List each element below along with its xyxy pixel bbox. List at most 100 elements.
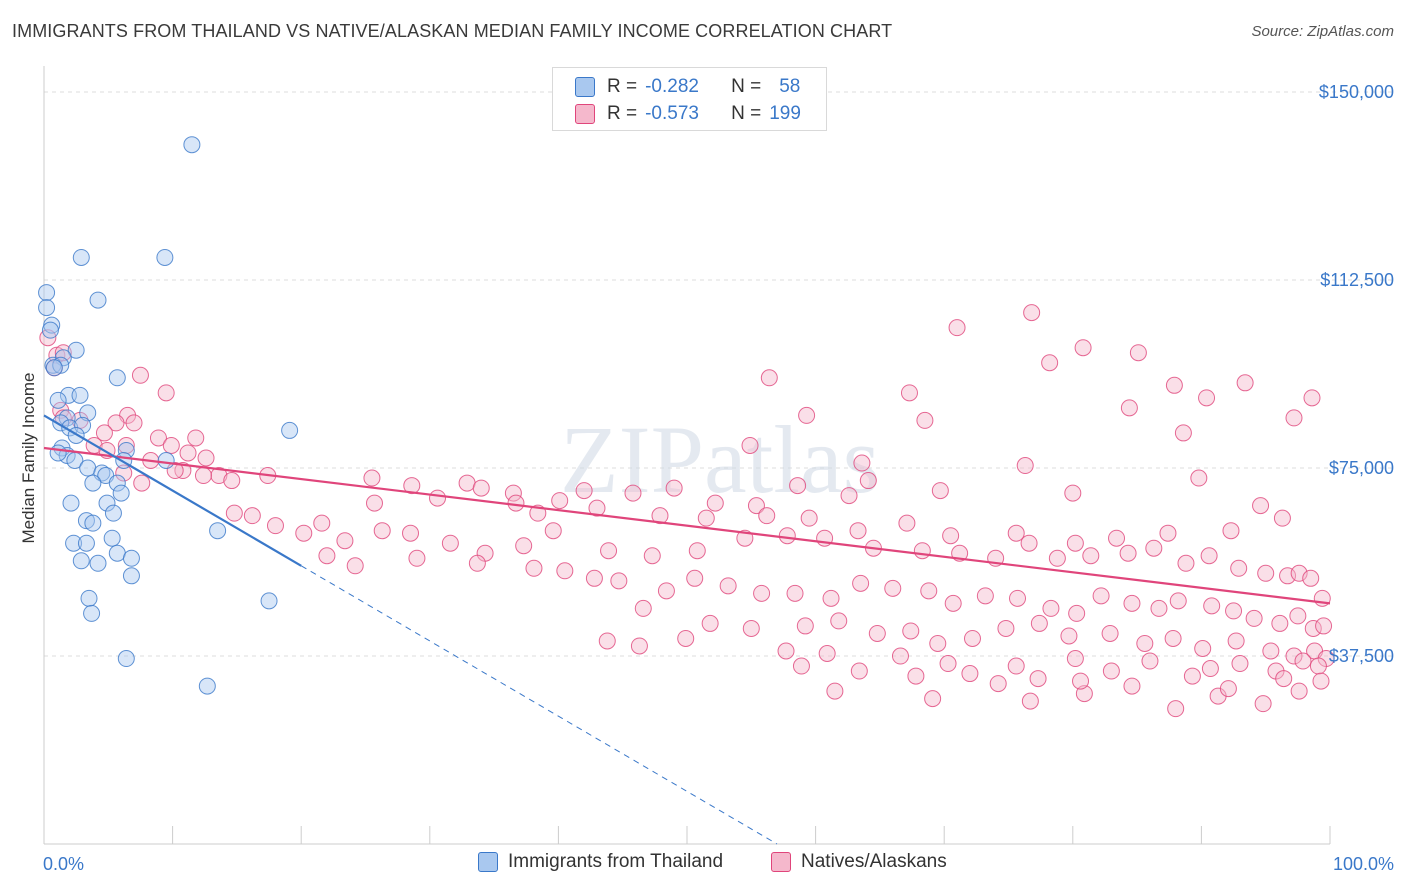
natives-point-183: [961, 665, 979, 683]
natives-point-186: [1072, 672, 1090, 690]
natives-point-79: [600, 542, 618, 560]
natives-point-185: [1029, 670, 1047, 688]
natives-point-92: [1119, 544, 1137, 562]
natives-point-73: [373, 522, 391, 540]
natives-point-173: [1021, 692, 1039, 710]
natives-point-15: [162, 436, 180, 454]
thailand-point-5: [38, 299, 56, 317]
natives-point-43: [859, 472, 877, 490]
natives-point-42: [789, 477, 807, 495]
natives-point-95: [1200, 547, 1218, 565]
natives-point-190: [1275, 670, 1293, 688]
natives-point-20: [197, 449, 215, 467]
thailand-point-38: [98, 494, 116, 512]
natives-point-31: [403, 477, 421, 495]
natives-point-4: [131, 366, 149, 384]
natives-point-117: [884, 579, 902, 597]
natives-point-72: [336, 532, 354, 550]
natives-point-105: [468, 554, 486, 572]
natives-point-29: [133, 474, 151, 492]
chart-title: IMMIGRANTS FROM THAILAND VS NATIVE/ALASK…: [12, 21, 893, 41]
natives-point-164: [1066, 650, 1084, 668]
natives-point-143: [963, 629, 981, 647]
thailand-point-44: [65, 534, 83, 552]
natives-point-104: [408, 549, 426, 567]
natives-point-18: [117, 436, 135, 454]
natives-point-209: [1174, 424, 1192, 442]
natives-point-124: [1092, 587, 1110, 605]
natives-point-5: [157, 384, 175, 402]
y-tick-label-3: $150,000: [1319, 82, 1394, 102]
natives-point-201: [1165, 376, 1183, 394]
thailand-point-22: [281, 421, 299, 439]
y-tick-label-1: $75,000: [1329, 458, 1394, 478]
thailand-point-48: [72, 552, 90, 570]
natives-point-34: [504, 484, 522, 502]
natives-point-152: [1262, 642, 1280, 660]
natives-point-134: [1315, 617, 1333, 635]
natives-point-90: [1048, 549, 1066, 567]
natives-point-197: [948, 319, 966, 337]
thailand-point-36: [112, 484, 130, 502]
thailand-point-47: [122, 549, 140, 567]
natives-point-128: [1203, 597, 1221, 615]
natives-point-100: [1302, 569, 1320, 587]
natives-point-145: [1030, 614, 1048, 632]
natives-point-60: [942, 527, 960, 545]
natives-point-172: [924, 690, 942, 708]
thailand-point-34: [84, 474, 102, 492]
natives-point-208: [1120, 399, 1138, 417]
natives-point-9: [107, 414, 125, 432]
natives-point-57: [800, 509, 818, 527]
natives-point-202: [1198, 389, 1216, 407]
natives-point-130: [1245, 609, 1263, 627]
thailand-trend-line: [43, 414, 302, 567]
legend-item-natives[interactable]: Natives/Alaskans: [771, 851, 947, 873]
natives-point-93: [1145, 539, 1163, 557]
bottom-legend: Immigrants from Thailand Natives/Alaskan…: [0, 851, 1406, 879]
legend-label-thailand: Immigrants from Thailand: [508, 851, 724, 872]
natives-point-167: [1231, 655, 1249, 673]
thailand-point-52: [260, 592, 278, 610]
natives-point-27: [223, 472, 241, 490]
natives-point-36: [575, 482, 593, 500]
natives-point-195: [853, 454, 871, 472]
natives-point-135: [634, 599, 652, 617]
x-tick-label-min: 0.0%: [43, 854, 84, 874]
natives-point-45: [1016, 457, 1034, 475]
natives-point-103: [346, 557, 364, 575]
thailand-point-1: [72, 248, 90, 266]
natives-point-55: [697, 509, 715, 527]
natives-point-12: [95, 424, 113, 442]
thailand-point-42: [209, 522, 227, 540]
thailand-point-16: [49, 391, 67, 409]
natives-point-66: [1273, 509, 1291, 527]
natives-point-160: [818, 645, 836, 663]
natives-point-151: [1227, 632, 1245, 650]
y-axis-label: Median Family Income: [19, 372, 38, 543]
natives-point-33: [472, 479, 490, 497]
natives-point-11: [125, 414, 143, 432]
natives-point-121: [1009, 589, 1027, 607]
thailand-point-8: [67, 341, 85, 359]
natives-point-191: [1312, 672, 1330, 690]
natives-point-204: [1285, 409, 1303, 427]
natives-point-198: [1023, 304, 1041, 322]
natives-point-165: [1141, 652, 1159, 670]
natives-point-136: [701, 614, 719, 632]
legend-item-thailand[interactable]: Immigrants from Thailand: [478, 851, 723, 873]
natives-point-118: [920, 582, 938, 600]
natives-point-159: [777, 642, 795, 660]
natives-point-142: [929, 634, 947, 652]
natives-point-162: [939, 655, 957, 673]
natives-point-74: [402, 524, 420, 542]
natives-point-175: [1123, 677, 1141, 695]
natives-point-163: [1007, 657, 1025, 675]
stats-legend: R = -0.282 N = 58 R = -0.573 N = 199: [552, 67, 827, 131]
natives-point-158: [677, 629, 695, 647]
thailand-point-49: [89, 554, 107, 572]
natives-point-35: [551, 492, 569, 510]
thailand-point-39: [104, 504, 122, 522]
x-tick-label-max: 100.0%: [1333, 854, 1394, 874]
natives-point-54: [651, 507, 669, 525]
